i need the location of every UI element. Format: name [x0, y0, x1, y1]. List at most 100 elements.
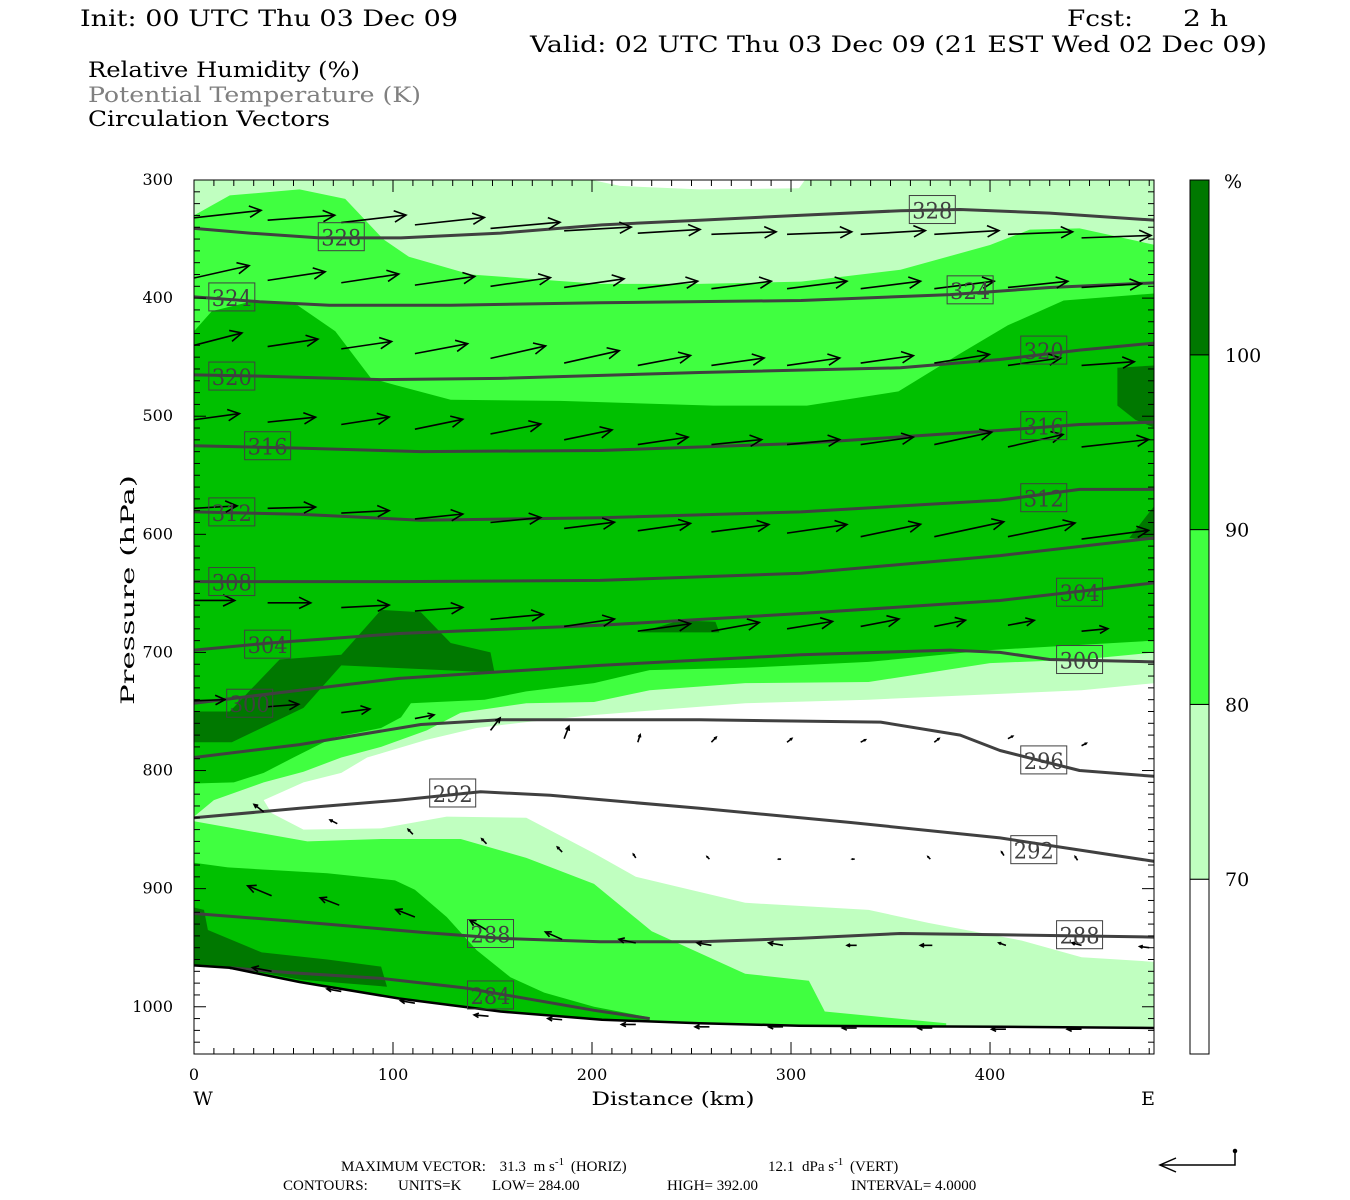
vector-head	[599, 425, 614, 439]
vector-shaft	[194, 209, 262, 219]
x-tick-label: 0	[189, 1065, 199, 1084]
vector-shaft	[637, 622, 691, 632]
vector-shaft	[1007, 522, 1076, 538]
vector-shaft	[860, 523, 921, 538]
vector-head	[325, 986, 333, 993]
vector-head	[989, 1026, 997, 1033]
vector-shaft	[860, 280, 921, 290]
vector-head	[532, 342, 548, 355]
vector-shaft	[564, 278, 625, 289]
vector-head	[1025, 617, 1037, 627]
x-axis-title: Distance (km)	[592, 1088, 755, 1110]
vector-shaft	[934, 229, 1000, 236]
wind-vector	[252, 803, 265, 813]
vector-shaft	[711, 523, 770, 533]
wind-vector	[711, 276, 774, 290]
vector-head	[376, 504, 392, 518]
rh-shading	[194, 180, 1154, 1054]
wind-vector	[693, 1023, 710, 1030]
wind-vector	[637, 619, 693, 632]
wind-vector	[490, 216, 562, 230]
wind-vector	[328, 819, 338, 825]
vector-head	[288, 699, 301, 711]
circulation-vectors	[194, 205, 1153, 1033]
wind-vector	[786, 737, 794, 743]
wind-vector	[490, 419, 543, 435]
wind-vector	[1081, 356, 1137, 369]
vector-shaft	[341, 604, 390, 609]
rh-region->100	[639, 620, 720, 633]
vector-head	[360, 704, 372, 716]
vector-head	[617, 937, 626, 944]
vector-head	[1010, 735, 1015, 739]
y-tick-label: 600	[142, 524, 173, 543]
vector-head	[298, 596, 313, 610]
vector-shaft	[395, 908, 416, 918]
vector-shaft	[618, 938, 636, 944]
vector-shaft	[252, 966, 272, 973]
contours-label: CONTOURS:	[283, 1178, 368, 1194]
vector-head	[406, 828, 411, 832]
vector-shaft	[341, 509, 390, 514]
vector-shaft	[414, 606, 463, 612]
wind-vector	[325, 986, 342, 993]
wind-vector	[934, 224, 1001, 238]
vector-head	[376, 412, 392, 426]
wind-vector	[472, 1012, 489, 1019]
wind-vector	[489, 716, 502, 731]
wind-vector	[934, 428, 994, 446]
wind-vector	[1007, 276, 1070, 289]
wind-vector	[394, 908, 416, 918]
wind-vector	[711, 353, 766, 367]
wind-vector	[563, 425, 614, 441]
vector-head	[303, 411, 318, 425]
wind-vector	[1081, 742, 1088, 747]
wind-vector	[194, 594, 237, 607]
wind-vector	[563, 724, 571, 739]
vector-shaft	[194, 698, 226, 702]
wind-vector	[860, 738, 868, 743]
vector-shaft	[860, 229, 926, 236]
isentrope-label-box	[226, 688, 274, 718]
wind-vector	[341, 704, 372, 716]
wind-vector	[490, 512, 543, 526]
isentrope-label: 316	[1024, 416, 1064, 441]
vector-head	[1084, 742, 1088, 746]
wind-vector	[711, 519, 771, 533]
vector-head	[900, 432, 916, 446]
colorbar-label: 80	[1225, 694, 1249, 716]
vector-head	[222, 594, 237, 607]
wind-vector	[860, 614, 901, 628]
isentrope-label: 304	[248, 634, 288, 659]
vector-head	[990, 517, 1006, 531]
isentrope-label: 324	[212, 287, 252, 312]
isentrope-label: 312	[1024, 488, 1064, 513]
wind-vector	[695, 940, 712, 947]
isentrope-label: 284	[471, 985, 511, 1010]
wind-vector	[637, 432, 690, 446]
vector-shaft	[637, 354, 691, 367]
vector-head	[236, 261, 251, 275]
wind-vector	[786, 434, 842, 448]
wind-vector	[1074, 855, 1079, 861]
vector-head	[494, 716, 502, 724]
vector-head	[471, 212, 487, 225]
wind-vector	[341, 412, 392, 426]
vector-shaft	[1007, 433, 1064, 448]
vector-head	[472, 1012, 480, 1019]
wind-vector	[1070, 941, 1082, 947]
vector-shaft	[414, 418, 463, 430]
wind-vector	[267, 501, 318, 514]
vector-shaft	[637, 436, 689, 446]
wind-vector	[414, 415, 465, 430]
vector-shaft	[414, 216, 485, 226]
colorbar-label: 100	[1225, 345, 1261, 367]
vector-head	[766, 1023, 774, 1030]
vector-shaft	[414, 714, 435, 720]
vector-head	[376, 599, 392, 613]
vector-head	[248, 205, 263, 218]
vector-shaft	[545, 931, 563, 941]
y-tick-label: 900	[142, 879, 173, 898]
isentrope-label-box	[946, 275, 994, 305]
